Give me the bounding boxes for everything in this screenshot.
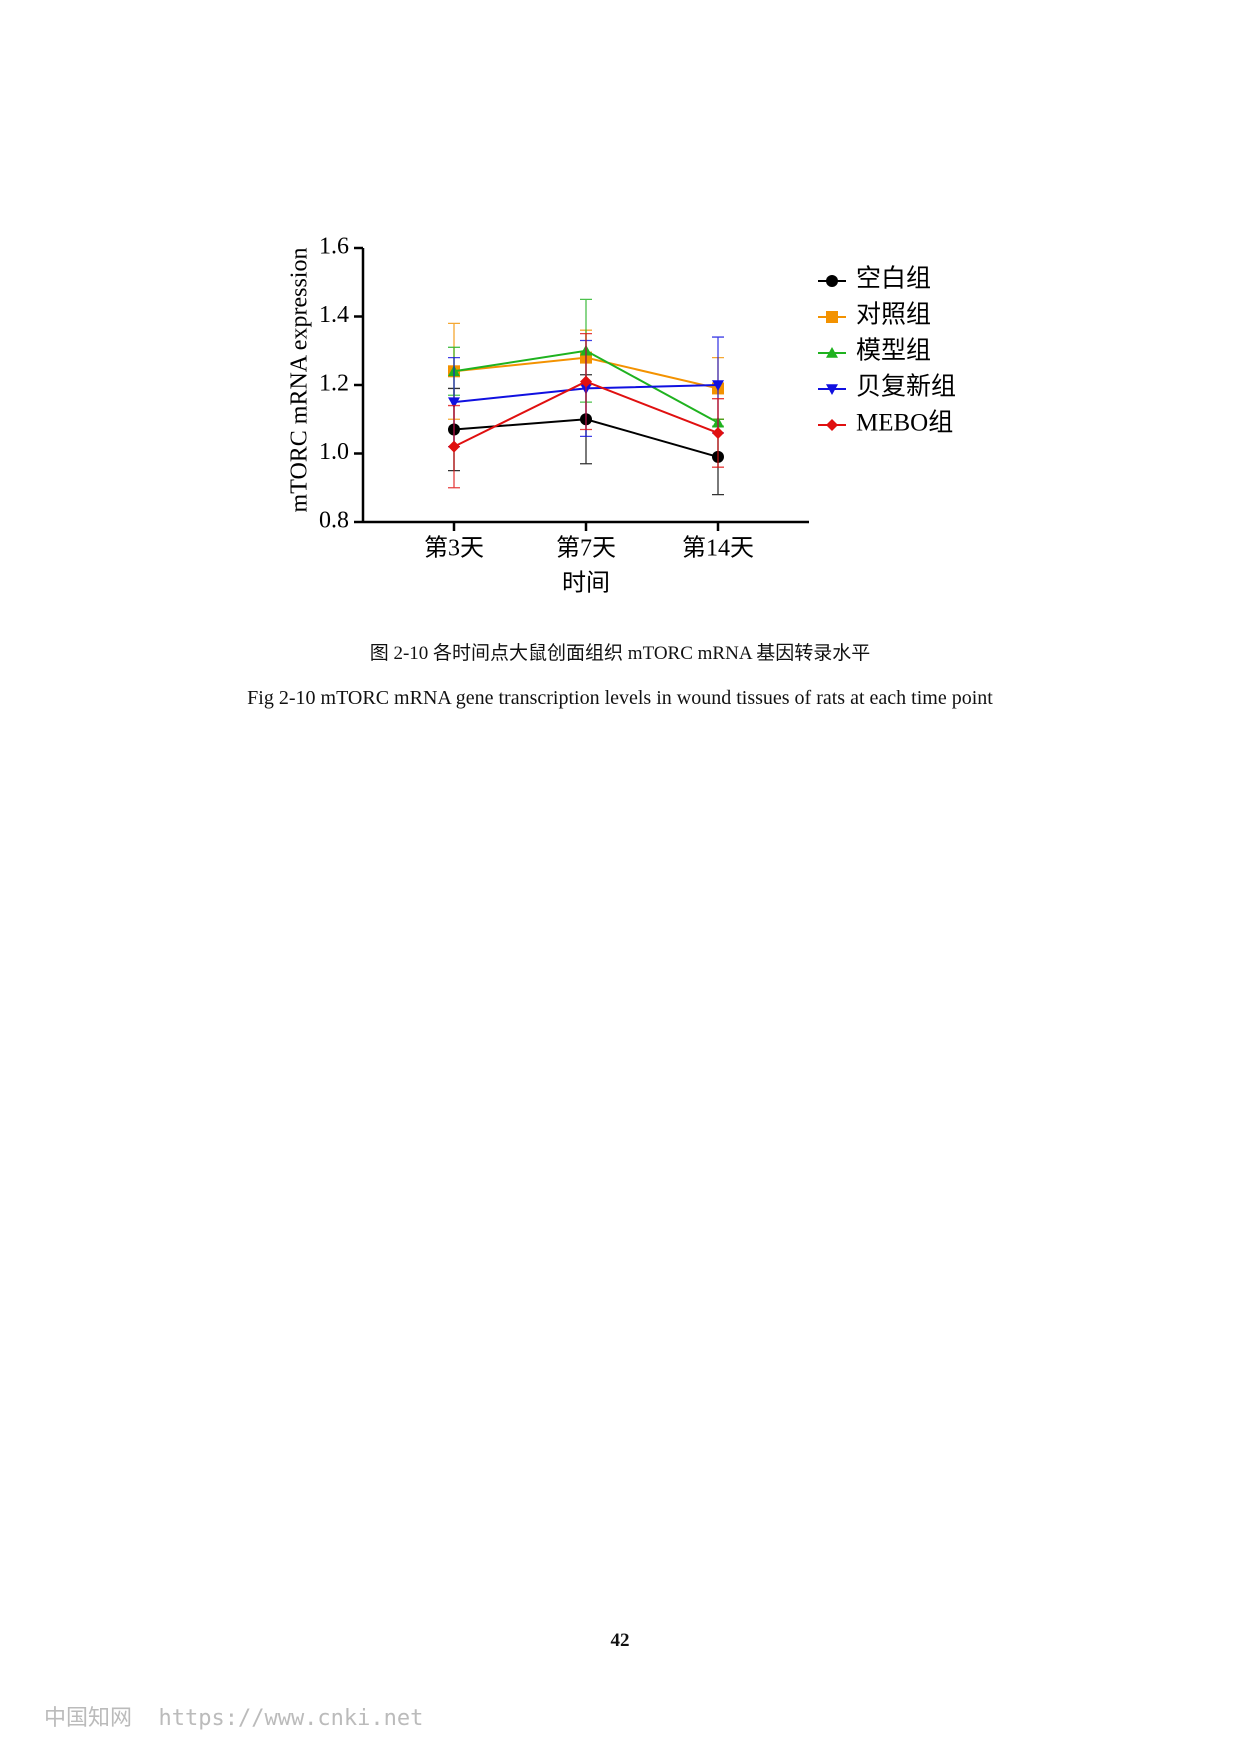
marker bbox=[448, 397, 460, 409]
marker bbox=[712, 426, 724, 439]
watermark: 中国知网 https://www.cnki.net bbox=[44, 1706, 424, 1731]
y-tick-label: 1.6 bbox=[319, 234, 349, 260]
marker bbox=[826, 275, 838, 287]
page-number: 42 bbox=[610, 1630, 630, 1651]
legend-label: 对照组 bbox=[856, 301, 931, 329]
x-tick-label: 第3天 bbox=[424, 535, 484, 562]
marker bbox=[580, 375, 592, 388]
x-axis-label: 时间 bbox=[562, 570, 610, 597]
x-tick-label: 第14天 bbox=[682, 535, 754, 562]
marker bbox=[826, 311, 838, 323]
caption: 图 2-10 各时间点大鼠创面组织 mTORC mRNA 基因转录水平 bbox=[369, 643, 871, 664]
chart: mTORC mRNA expression 时间 0.8 1.0 1.2 1.4 1.6… bbox=[287, 234, 957, 597]
y-tick-label: 0.8 bbox=[319, 508, 349, 534]
marker bbox=[448, 440, 460, 453]
legend-label: 空白组 bbox=[856, 265, 931, 293]
y-tick-label: 1.2 bbox=[319, 371, 349, 397]
marker bbox=[826, 347, 838, 358]
y-axis-label: mTORC mRNA expression bbox=[287, 248, 313, 513]
y-tick-label: 1.4 bbox=[319, 302, 349, 328]
marker bbox=[712, 380, 724, 391]
marker bbox=[826, 384, 838, 395]
legend-label: 模型组 bbox=[856, 337, 931, 365]
x-tick-label: 第7天 bbox=[556, 535, 616, 562]
legend-label: 贝复新组 bbox=[856, 373, 956, 401]
marker bbox=[826, 419, 838, 431]
y-tick-label: 1.0 bbox=[319, 439, 349, 465]
caption-en: Fig 2-10 mTORC mRNA gene transcription l… bbox=[247, 687, 993, 709]
legend-label: MEBO组 bbox=[856, 409, 953, 437]
